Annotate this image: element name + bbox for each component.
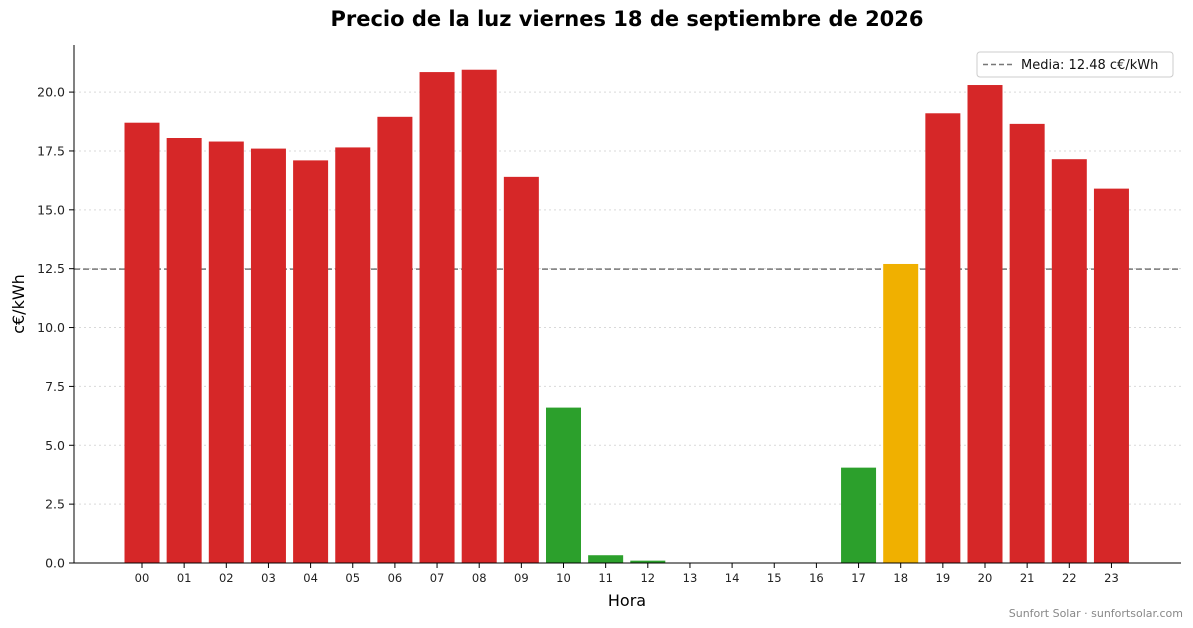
chart-title: Precio de la luz viernes 18 de septiembr… (330, 7, 923, 31)
bar-hour-17 (841, 467, 877, 563)
x-tick-label: 02 (219, 571, 234, 585)
bar-hour-18 (883, 263, 919, 563)
bars (124, 69, 1129, 564)
y-tick-label: 2.5 (45, 497, 65, 512)
x-tick-label: 11 (598, 571, 613, 585)
y-axis-label: c€/kWh (9, 274, 28, 334)
bar-hour-12 (630, 560, 666, 563)
x-tick-label: 17 (851, 571, 866, 585)
x-tick-label: 03 (261, 571, 276, 585)
x-tick-label: 19 (936, 571, 951, 585)
bar-hour-03 (250, 148, 286, 563)
bar-hour-07 (419, 72, 455, 563)
x-tick-label: 12 (640, 571, 655, 585)
x-tick-label: 15 (767, 571, 782, 585)
x-tick-label: 13 (683, 571, 698, 585)
x-tick-label: 16 (809, 571, 824, 585)
bar-hour-19 (925, 113, 961, 564)
x-tick-label: 04 (303, 571, 318, 585)
legend: Media: 12.48 c€/kWh (976, 51, 1174, 78)
credit-text: Sunfort Solar · sunfortsolar.com (1009, 607, 1183, 620)
x-tick-label: 01 (177, 571, 192, 585)
x-tick-label: 07 (430, 571, 445, 585)
bar-hour-05 (335, 147, 371, 563)
bar-hour-06 (377, 116, 413, 564)
y-tick-label: 17.5 (37, 143, 65, 158)
x-tick-label: 18 (893, 571, 908, 585)
axes (73, 45, 1181, 564)
x-axis-label: Hora (608, 591, 646, 610)
bar-hour-01 (166, 138, 202, 563)
x-tick-label: 14 (725, 571, 740, 585)
y-tick-label: 0.0 (45, 556, 65, 571)
bar-hour-21 (1009, 123, 1045, 564)
x-tick-label: 20 (978, 571, 993, 585)
bar-hour-08 (461, 69, 497, 564)
x-tick-label: 09 (514, 571, 529, 585)
x-tick-label: 10 (556, 571, 571, 585)
x-tick-label: 00 (135, 571, 150, 585)
bar-hour-20 (967, 85, 1003, 563)
bar-hour-00 (124, 122, 160, 563)
x-ticks: 00 01 02 03 04 05 06 07 08 09 10 11 12 13 14 15 16 17 18 19… (135, 563, 1119, 585)
y-ticks: 0.0 2.5 5.0 7.5 10.0 12.5 15.0 17.5 20.0 (37, 85, 74, 571)
x-tick-label: 08 (472, 571, 487, 585)
x-tick-label: 22 (1062, 571, 1077, 585)
y-tick-label: 10.0 (37, 320, 65, 335)
x-tick-label: 23 (1104, 571, 1119, 585)
y-tick-label: 15.0 (37, 202, 65, 217)
bar-hour-10 (546, 407, 581, 563)
bar-hour-22 (1051, 159, 1087, 564)
bar-hour-02 (208, 141, 244, 563)
x-tick-label: 06 (388, 571, 403, 585)
y-tick-label: 5.0 (45, 438, 65, 453)
legend-box (976, 51, 1174, 78)
y-tick-label: 12.5 (37, 261, 65, 276)
bar-hour-09 (503, 176, 539, 563)
bar-hour-23 (1093, 188, 1129, 564)
y-tick-label: 7.5 (45, 379, 65, 394)
y-tick-label: 20.0 (37, 85, 65, 100)
bar-hour-04 (293, 160, 329, 563)
x-tick-label: 21 (1020, 571, 1035, 585)
bar-hour-11 (588, 555, 624, 563)
x-tick-label: 05 (345, 571, 360, 585)
legend-mean-label: Media: 12.48 c€/kWh (1021, 58, 1158, 73)
